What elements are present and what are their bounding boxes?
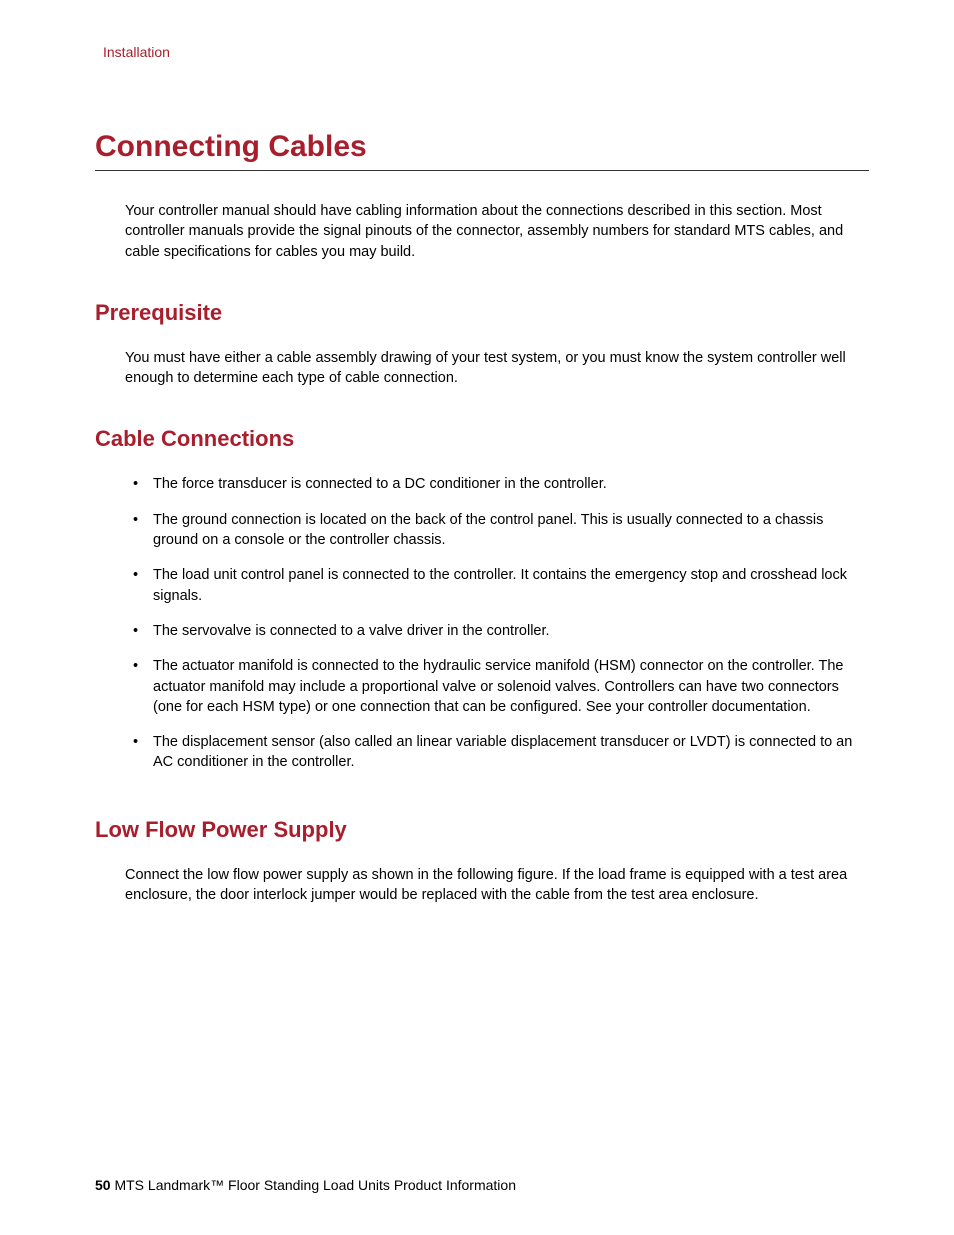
intro-paragraph: Your controller manual should have cabli… xyxy=(125,201,869,262)
page-footer: 50 MTS Landmark™ Floor Standing Load Uni… xyxy=(95,1177,516,1193)
list-item: The actuator manifold is connected to th… xyxy=(125,656,869,717)
footer-page-number: 50 xyxy=(95,1177,111,1193)
list-item: The ground connection is located on the … xyxy=(125,510,869,551)
header-section-label: Installation xyxy=(103,44,170,60)
list-item: The servovalve is connected to a valve d… xyxy=(125,621,869,641)
prerequisite-heading: Prerequisite xyxy=(95,300,869,326)
list-item: The load unit control panel is connected… xyxy=(125,565,869,606)
list-item: The force transducer is connected to a D… xyxy=(125,474,869,494)
document-page: Installation Connecting Cables Your cont… xyxy=(0,0,954,905)
prerequisite-body: You must have either a cable assembly dr… xyxy=(125,348,869,389)
low-flow-heading: Low Flow Power Supply xyxy=(95,817,869,843)
list-item: The displacement sensor (also called an … xyxy=(125,732,869,773)
low-flow-body: Connect the low flow power supply as sho… xyxy=(125,865,869,906)
page-title: Connecting Cables xyxy=(95,130,869,171)
running-header: Installation xyxy=(103,44,869,60)
footer-doc-title: MTS Landmark™ Floor Standing Load Units … xyxy=(114,1177,516,1193)
cable-connections-list: The force transducer is connected to a D… xyxy=(125,474,869,772)
cable-connections-heading: Cable Connections xyxy=(95,426,869,452)
